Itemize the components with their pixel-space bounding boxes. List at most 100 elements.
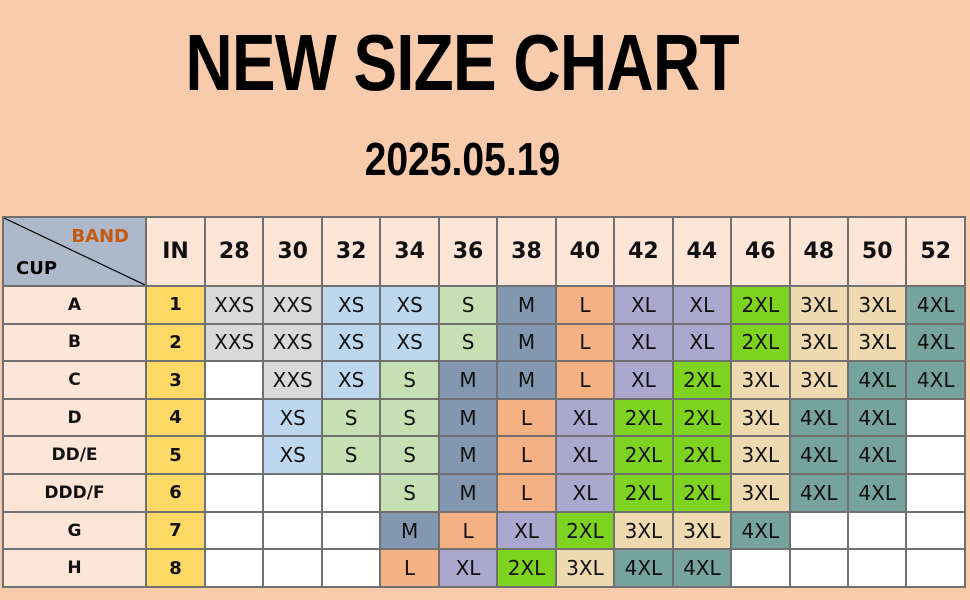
cup-label: CUP [16, 257, 58, 279]
size-cell: XL [554, 435, 616, 476]
size-cell: 4XL [846, 360, 908, 400]
band-header: 50 [846, 216, 908, 287]
in-cell: 8 [145, 548, 206, 588]
empty-cell [905, 397, 966, 438]
size-cell: XL [554, 397, 616, 438]
empty-cell [203, 510, 265, 551]
band-header: 28 [203, 216, 265, 287]
empty-cell [846, 510, 908, 551]
size-cell: 3XL [554, 548, 616, 588]
size-cell: 2XL [671, 360, 733, 400]
size-cell: 3XL [788, 322, 849, 363]
band-header: 46 [730, 216, 791, 287]
size-cell: XS [262, 435, 323, 476]
size-cell: XL [671, 322, 733, 363]
size-cell: 2XL [613, 435, 674, 476]
size-cell: 3XL [788, 284, 849, 325]
in-cell: 5 [145, 435, 206, 476]
size-cell: 3XL [730, 360, 791, 400]
size-cell: XL [671, 284, 733, 325]
cup-cell: DD/E [2, 435, 147, 476]
empty-cell [203, 435, 265, 476]
size-cell: XS [320, 284, 382, 325]
empty-cell [320, 510, 382, 551]
band-header: 42 [613, 216, 674, 287]
table-row: DDD/F 6 S M L XL 2XL 2XL 3XL 4XL 4XL [2, 473, 966, 513]
size-cell: 3XL [613, 510, 674, 551]
cup-cell: D [2, 397, 147, 438]
cup-cell: G [2, 510, 147, 551]
band-header: 34 [379, 216, 440, 287]
size-cell: XXS [203, 284, 265, 325]
size-cell: XXS [262, 322, 323, 363]
empty-cell [203, 360, 265, 400]
size-cell: L [554, 284, 616, 325]
size-cell: S [437, 284, 499, 325]
empty-cell [320, 473, 382, 513]
band-header: 38 [496, 216, 557, 287]
empty-cell [730, 548, 791, 588]
empty-cell [788, 510, 849, 551]
empty-cell [788, 548, 849, 588]
size-cell: M [496, 322, 557, 363]
size-cell: L [554, 322, 616, 363]
size-cell: XXS [262, 360, 323, 400]
size-cell: M [437, 397, 499, 438]
size-cell: L [554, 360, 616, 400]
size-cell: 4XL [788, 435, 849, 476]
band-header: 48 [788, 216, 849, 287]
in-cell: 6 [145, 473, 206, 513]
size-cell: 2XL [671, 473, 733, 513]
size-cell: M [437, 473, 499, 513]
table-row: H 8 L XL 2XL 3XL 4XL 4XL [2, 548, 966, 588]
size-cell: XL [437, 548, 499, 588]
cup-cell: B [2, 322, 147, 363]
size-cell: L [496, 435, 557, 476]
size-cell: 4XL [846, 473, 908, 513]
size-cell: 2XL [554, 510, 616, 551]
size-cell: XL [613, 360, 674, 400]
size-cell: XL [554, 473, 616, 513]
size-cell: 2XL [496, 548, 557, 588]
empty-cell [905, 435, 966, 476]
empty-cell [905, 548, 966, 588]
cup-cell: H [2, 548, 147, 588]
size-cell: M [496, 360, 557, 400]
page-title: NEW SIZE CHART [185, 18, 739, 107]
size-cell: XL [613, 284, 674, 325]
cup-cell: A [2, 284, 147, 325]
size-cell: 4XL [730, 510, 791, 551]
size-cell: S [320, 397, 382, 438]
table-row: G 7 M L XL 2XL 3XL 3XL 4XL [2, 510, 966, 551]
size-cell: L [379, 548, 440, 588]
size-cell: 4XL [788, 473, 849, 513]
size-cell: 4XL [905, 322, 966, 363]
size-cell: XL [613, 322, 674, 363]
size-cell: M [496, 284, 557, 325]
in-cell: 4 [145, 397, 206, 438]
size-cell: XL [496, 510, 557, 551]
empty-cell [905, 510, 966, 551]
in-cell: 1 [145, 284, 206, 325]
size-cell: 3XL [671, 510, 733, 551]
band-header: 40 [554, 216, 616, 287]
chart-date: 2025.05.19 [364, 133, 561, 185]
size-cell: S [437, 322, 499, 363]
size-cell: 4XL [905, 284, 966, 325]
size-cell: S [379, 397, 440, 438]
size-cell: 3XL [730, 397, 791, 438]
size-cell: XXS [203, 322, 265, 363]
band-header: 32 [320, 216, 382, 287]
size-cell: S [379, 360, 440, 400]
empty-cell [905, 473, 966, 513]
size-cell: 3XL [846, 322, 908, 363]
band-header: 30 [262, 216, 323, 287]
size-cell: 3XL [730, 473, 791, 513]
size-cell: 4XL [846, 435, 908, 476]
size-cell: 4XL [671, 548, 733, 588]
size-cell: 2XL [730, 284, 791, 325]
table-row: C 3 XXS XS S M M L XL 2XL 3XL 3XL 4XL 4XL [2, 360, 966, 400]
size-cell: 3XL [788, 360, 849, 400]
size-cell: S [379, 473, 440, 513]
size-cell: XS [320, 322, 382, 363]
